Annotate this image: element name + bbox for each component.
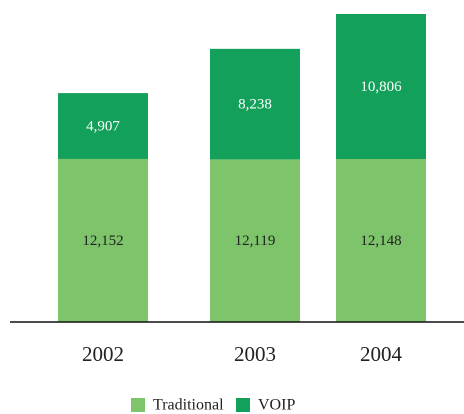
bar-segment <box>336 158 426 322</box>
value-label: 8,238 <box>238 97 272 113</box>
bar-segment <box>58 158 148 322</box>
legend-swatch <box>236 398 250 412</box>
x-tick-label: 2002 <box>82 342 124 366</box>
value-label: 10,806 <box>360 79 402 95</box>
x-tick-label: 2003 <box>234 342 276 366</box>
legend-label: Traditional <box>153 397 224 414</box>
x-tick-label: 2004 <box>360 342 403 366</box>
bar-segment <box>210 48 300 160</box>
bar-segment <box>336 14 426 159</box>
legend-swatch <box>131 398 145 412</box>
value-label: 12,119 <box>235 233 276 249</box>
value-label: 4,907 <box>86 118 120 134</box>
legend-label: VOIP <box>258 397 295 414</box>
bar-segment <box>58 93 148 159</box>
bar-segment <box>210 159 300 322</box>
value-label: 12,148 <box>360 233 401 249</box>
value-label: 12,152 <box>82 233 123 249</box>
